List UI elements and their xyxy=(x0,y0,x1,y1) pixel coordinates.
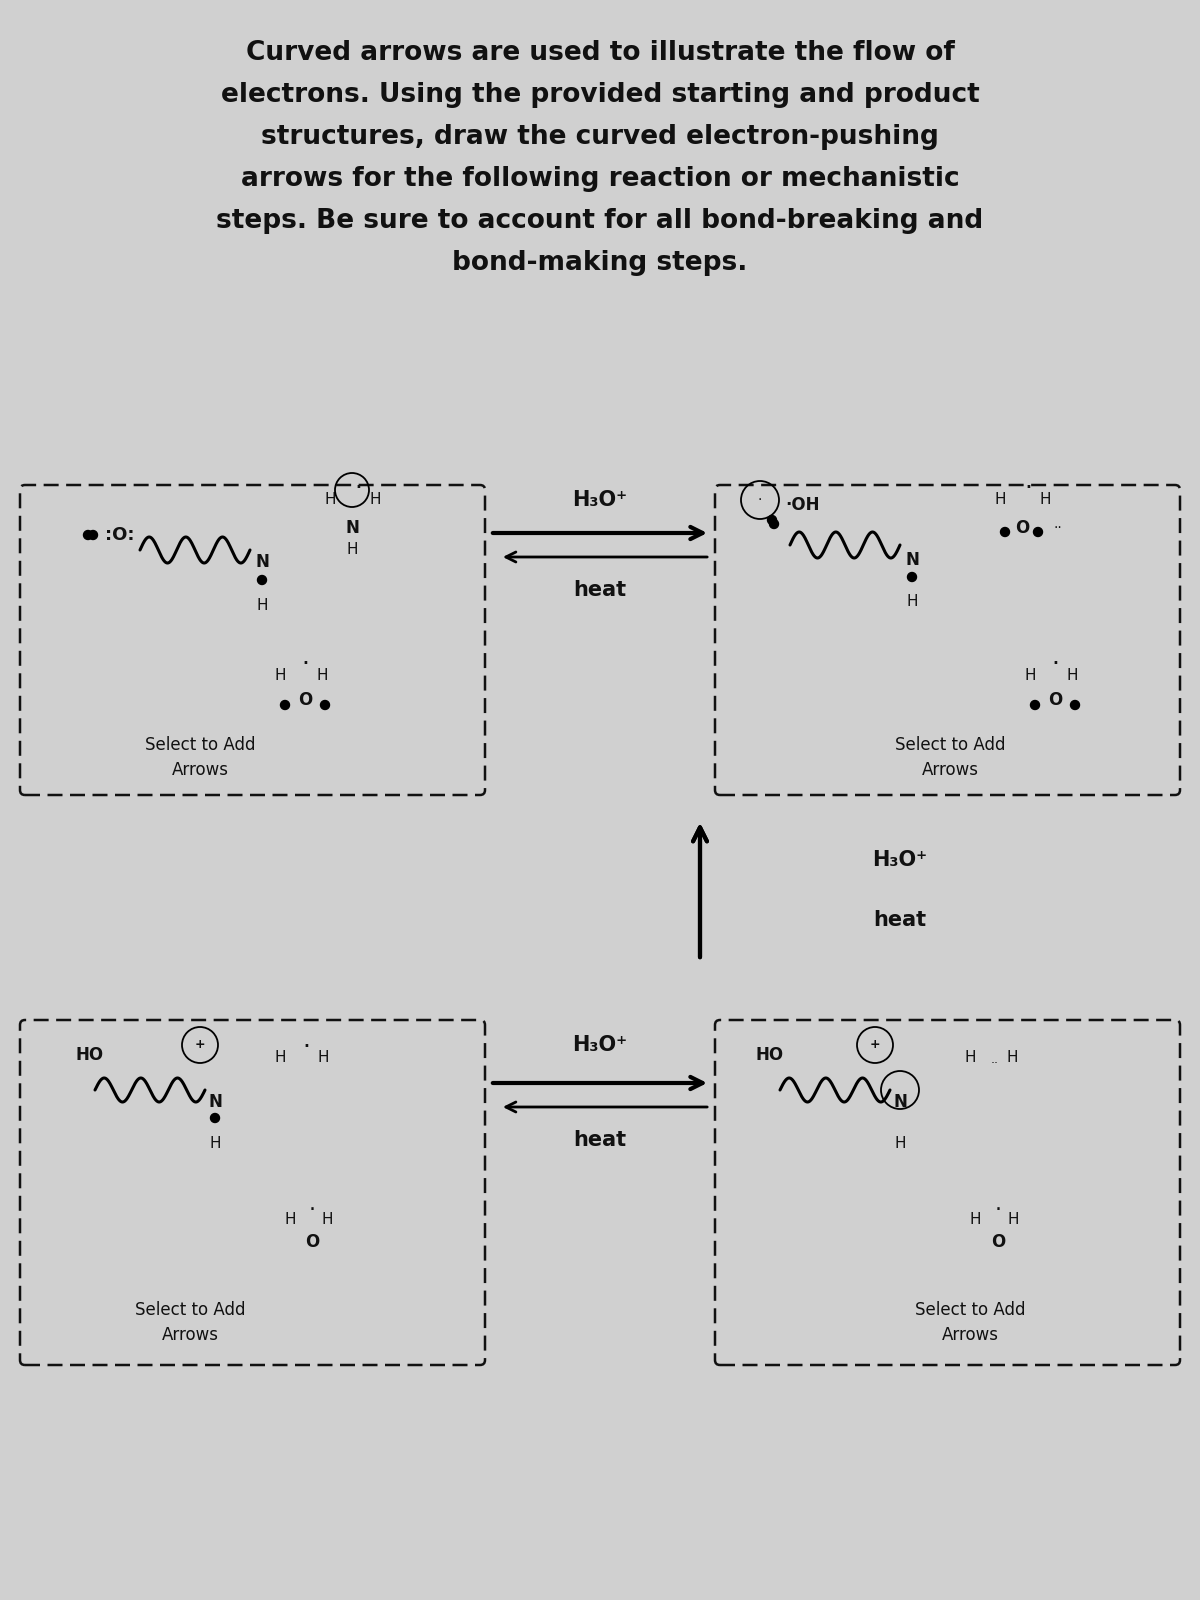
Text: ·: · xyxy=(302,1035,310,1059)
Text: O: O xyxy=(1048,691,1062,709)
Circle shape xyxy=(768,515,776,525)
Circle shape xyxy=(907,573,917,581)
Text: HO: HO xyxy=(76,1046,104,1064)
Text: Select to Add: Select to Add xyxy=(134,1301,245,1318)
Text: H: H xyxy=(209,1136,221,1150)
Text: heat: heat xyxy=(574,579,626,600)
Circle shape xyxy=(1070,701,1080,709)
Text: N: N xyxy=(893,1093,907,1110)
Text: H: H xyxy=(324,493,336,507)
Text: +: + xyxy=(194,1038,205,1051)
Text: H: H xyxy=(1007,1051,1018,1066)
Text: Select to Add: Select to Add xyxy=(895,736,1006,754)
Text: Arrows: Arrows xyxy=(942,1326,998,1344)
Text: ·: · xyxy=(995,1200,1002,1219)
Text: H: H xyxy=(1025,667,1036,683)
Text: O: O xyxy=(305,1234,319,1251)
Text: H: H xyxy=(317,1051,329,1066)
Text: N: N xyxy=(256,554,269,571)
Circle shape xyxy=(769,520,779,528)
Text: +: + xyxy=(870,1038,881,1051)
Circle shape xyxy=(1031,701,1039,709)
Text: ·: · xyxy=(1024,477,1032,499)
Text: ·: · xyxy=(354,477,362,499)
Text: H: H xyxy=(894,1136,906,1150)
Circle shape xyxy=(258,576,266,584)
Text: H₃O⁺: H₃O⁺ xyxy=(872,850,928,870)
Text: N: N xyxy=(346,518,359,538)
Text: H₃O⁺: H₃O⁺ xyxy=(572,1035,628,1054)
Circle shape xyxy=(320,701,330,709)
Text: steps. Be sure to account for all bond-breaking and: steps. Be sure to account for all bond-b… xyxy=(216,208,984,234)
Text: H: H xyxy=(322,1213,332,1227)
Text: N: N xyxy=(208,1093,222,1110)
Circle shape xyxy=(89,531,97,539)
Circle shape xyxy=(1033,528,1043,536)
Text: Select to Add: Select to Add xyxy=(914,1301,1025,1318)
Text: O: O xyxy=(298,691,312,709)
Text: Curved arrows are used to illustrate the flow of: Curved arrows are used to illustrate the… xyxy=(246,40,954,66)
Text: H: H xyxy=(347,542,358,557)
Text: O: O xyxy=(991,1234,1006,1251)
Text: H₃O⁺: H₃O⁺ xyxy=(572,490,628,510)
Text: H: H xyxy=(317,667,328,683)
Text: Arrows: Arrows xyxy=(922,762,978,779)
Text: ·: · xyxy=(301,653,310,675)
Text: structures, draw the curved electron-pushing: structures, draw the curved electron-pus… xyxy=(262,125,938,150)
Text: H: H xyxy=(284,1213,295,1227)
Text: bond-making steps.: bond-making steps. xyxy=(452,250,748,275)
Text: H: H xyxy=(1039,493,1051,507)
Circle shape xyxy=(210,1114,220,1123)
Text: H: H xyxy=(906,595,918,610)
Text: ·: · xyxy=(308,1200,316,1219)
Text: ·OH: ·OH xyxy=(785,496,820,514)
Text: H: H xyxy=(1007,1213,1019,1227)
Text: ··: ·· xyxy=(1054,522,1062,534)
Text: N: N xyxy=(905,550,919,570)
Text: H: H xyxy=(370,493,380,507)
Text: ··: ·· xyxy=(991,1058,998,1070)
Text: H: H xyxy=(275,1051,286,1066)
Text: electrons. Using the provided starting and product: electrons. Using the provided starting a… xyxy=(221,82,979,109)
Text: Select to Add: Select to Add xyxy=(145,736,256,754)
Text: :O:: :O: xyxy=(106,526,134,544)
Text: H: H xyxy=(965,1051,976,1066)
Text: O: O xyxy=(1015,518,1030,538)
Text: HO: HO xyxy=(756,1046,784,1064)
Text: Arrows: Arrows xyxy=(162,1326,218,1344)
Circle shape xyxy=(281,701,289,709)
Text: ·: · xyxy=(1051,653,1060,675)
Text: H: H xyxy=(275,667,286,683)
Text: ·: · xyxy=(758,493,762,507)
Text: arrows for the following reaction or mechanistic: arrows for the following reaction or mec… xyxy=(241,166,959,192)
Text: heat: heat xyxy=(874,910,926,930)
Text: heat: heat xyxy=(574,1130,626,1150)
Text: H: H xyxy=(257,597,268,613)
Text: H: H xyxy=(995,493,1006,507)
Circle shape xyxy=(84,531,92,539)
Text: H: H xyxy=(1067,667,1078,683)
Text: H: H xyxy=(970,1213,980,1227)
Circle shape xyxy=(1001,528,1009,536)
Text: Arrows: Arrows xyxy=(172,762,228,779)
